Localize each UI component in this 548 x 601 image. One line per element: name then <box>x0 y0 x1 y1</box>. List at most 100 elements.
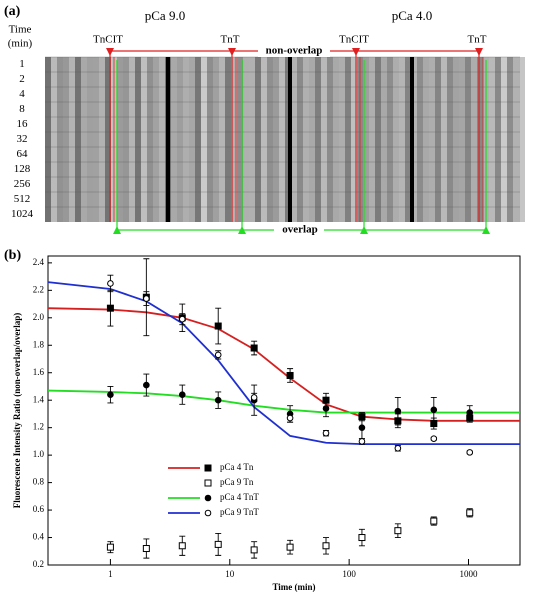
image-stripe <box>93 57 99 222</box>
image-gap <box>410 57 414 222</box>
image-stripe <box>123 57 129 222</box>
data-point <box>322 405 330 412</box>
data-point <box>142 545 150 553</box>
marker-label: TnCIT <box>93 34 123 46</box>
data-point <box>106 304 114 312</box>
image-stripe <box>243 57 249 222</box>
label-bg <box>274 223 324 236</box>
image-stripe <box>321 57 327 222</box>
legend-marker <box>204 509 212 517</box>
image-stripe <box>171 57 177 222</box>
legend-label: pCa 9 TnT <box>220 507 259 517</box>
image-stripe <box>519 57 525 222</box>
image-stripe <box>333 57 339 222</box>
image-stripe <box>381 57 387 222</box>
y-tick-label: 2.4 <box>33 257 45 267</box>
image-stripe <box>471 57 477 222</box>
image-stripe <box>495 57 501 222</box>
image-stripe <box>351 57 357 222</box>
image-stripe <box>81 57 87 222</box>
image-stripe <box>147 57 153 222</box>
image-stripe <box>393 57 399 222</box>
marker-label: TnT <box>468 34 487 46</box>
data-point <box>430 406 438 414</box>
image-stripe <box>159 57 165 222</box>
y-tick-label: 1.0 <box>33 449 45 459</box>
image-stripe <box>99 57 105 222</box>
data-point <box>466 449 474 456</box>
time-label: Time <box>9 24 32 36</box>
marker-label: TnCIT <box>339 34 369 46</box>
image-stripe <box>45 57 51 222</box>
time-label: (min) <box>8 38 33 50</box>
image-stripe <box>255 57 261 222</box>
image-stripe <box>201 57 207 222</box>
image-stripe <box>267 57 273 222</box>
image-stripe <box>429 57 435 222</box>
data-point <box>286 543 294 551</box>
time-row-label: 32 <box>17 133 28 145</box>
panel-label: (b) <box>4 248 21 263</box>
legend-label: pCa 9 Tn <box>220 477 254 487</box>
data-point <box>143 295 150 302</box>
time-row-label: 4 <box>19 88 25 100</box>
data-point <box>358 534 366 542</box>
image-stripe <box>135 57 141 222</box>
data-point <box>250 344 258 352</box>
y-tick-label: 0.4 <box>33 532 45 542</box>
image-stripe <box>345 57 351 222</box>
image-stripe <box>87 57 93 222</box>
time-row-label: 1024 <box>11 208 34 220</box>
image-stripe <box>63 57 69 222</box>
image-stripe <box>129 57 135 222</box>
image-stripe <box>375 57 381 222</box>
x-tick-label: 1000 <box>460 569 479 579</box>
non-overlap-label: non-overlap <box>266 45 323 57</box>
image-stripe <box>327 57 333 222</box>
y-tick-label: 1.6 <box>33 367 45 377</box>
time-row-label: 256 <box>14 178 31 190</box>
y-tick-label: 0.8 <box>33 477 45 487</box>
image-stripe <box>363 57 369 222</box>
image-stripe <box>423 57 429 222</box>
y-tick-label: 2.0 <box>33 312 45 322</box>
image-stripe <box>465 57 471 222</box>
image-stripe <box>369 57 375 222</box>
red-arrowhead <box>352 48 360 56</box>
data-point <box>466 409 474 416</box>
image-stripe <box>153 57 159 222</box>
data-point <box>214 351 222 359</box>
image-stripe <box>279 57 285 222</box>
image-stripe <box>513 57 519 222</box>
data-point <box>394 407 402 415</box>
condition-label: pCa 9.0 <box>145 8 185 23</box>
label-bg <box>258 44 330 57</box>
data-point <box>214 540 222 548</box>
data-point <box>143 381 150 389</box>
y-tick-label: 1.2 <box>33 422 44 432</box>
panel-label: (a) <box>4 4 21 19</box>
data-point <box>286 371 294 379</box>
data-point <box>214 396 222 404</box>
image-stripe <box>501 57 507 222</box>
image-stripe <box>441 57 447 222</box>
image-stripe <box>339 57 345 222</box>
image-stripe <box>141 57 147 222</box>
image-gap <box>288 57 292 222</box>
image-stripe <box>225 57 231 222</box>
data-point <box>214 322 222 330</box>
data-point <box>322 542 330 550</box>
image-stripe <box>189 57 195 222</box>
image-stripe <box>447 57 453 222</box>
time-row-label: 8 <box>19 103 25 115</box>
condition-label: pCa 4.0 <box>392 8 432 23</box>
image-stripe <box>453 57 459 222</box>
time-row-label: 64 <box>17 148 29 160</box>
time-row-label: 16 <box>17 118 29 130</box>
data-point <box>322 429 330 437</box>
image-stripe <box>69 57 75 222</box>
image-stripe <box>249 57 255 222</box>
image-stripe <box>477 57 483 222</box>
legend-label: pCa 4 Tn <box>220 462 254 472</box>
